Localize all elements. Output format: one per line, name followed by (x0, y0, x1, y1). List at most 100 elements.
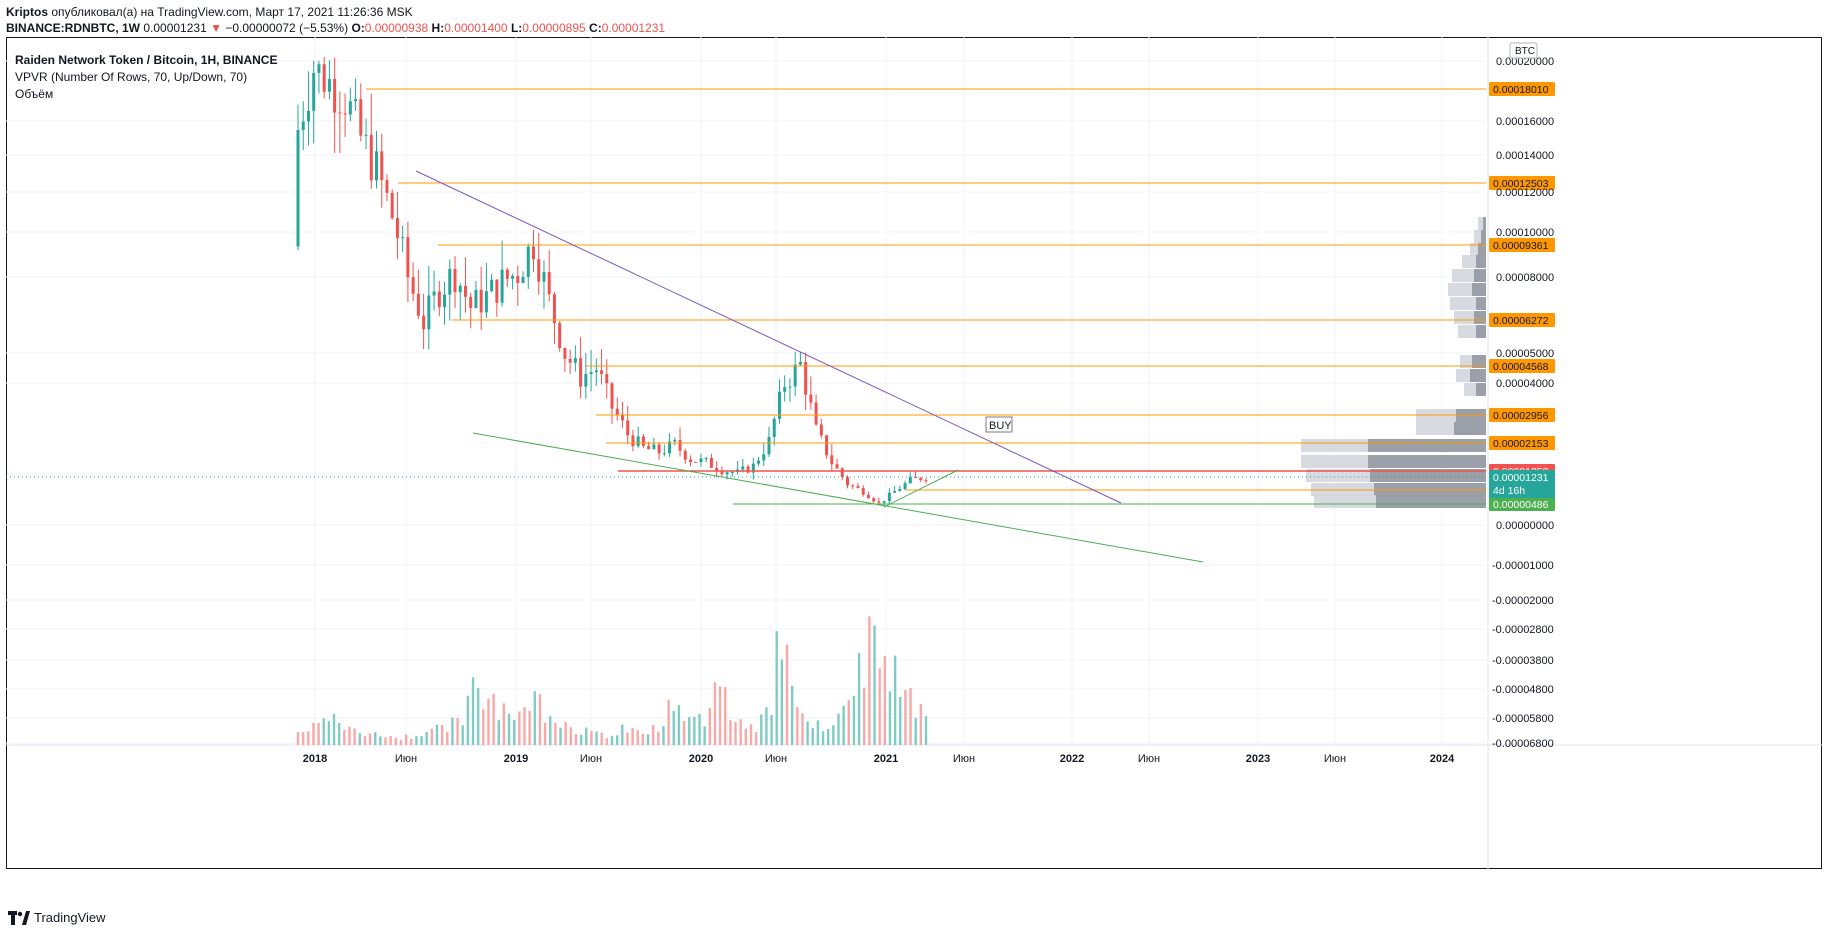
open-value: 0.00000938 (364, 21, 429, 35)
volume-bar (456, 718, 459, 745)
time-tick-label: Июн (765, 753, 787, 765)
footer-brand[interactable]: TradingView (8, 910, 106, 925)
chart-frame (6, 37, 1822, 869)
candle-body (416, 293, 420, 316)
rising-support-line (883, 469, 959, 508)
candle-body (327, 78, 331, 92)
volume-bar (600, 732, 603, 745)
candles (296, 57, 928, 506)
time-tick-label: Июн (395, 753, 417, 765)
volume-bar (533, 691, 536, 745)
candle-body (532, 246, 535, 260)
high-label: H: (431, 21, 445, 35)
candle-body (919, 477, 923, 481)
volume-bar (718, 686, 722, 745)
volume-bar (672, 710, 675, 745)
buy-annotation: BUY (989, 420, 1012, 432)
currency-badge: BTC (1515, 46, 1535, 57)
author-name[interactable]: Kriptos (6, 5, 48, 19)
candle-body (448, 268, 452, 295)
volume-bar (512, 720, 516, 745)
candle-body (668, 441, 672, 454)
candle-body (767, 436, 771, 455)
horizontal-level-label-bg (1489, 497, 1555, 511)
volume-bar (832, 725, 835, 745)
candle-body (495, 279, 499, 303)
current-price-countdown: 4d 16h (1493, 485, 1525, 497)
volume-bar (451, 717, 454, 745)
volume-bar (646, 734, 650, 745)
candle-body (568, 358, 572, 363)
candle-body (777, 391, 781, 419)
candle-body (620, 414, 624, 421)
candle-body (333, 78, 337, 113)
volume-bar (657, 731, 660, 745)
candle-body (385, 180, 389, 193)
volume-bar (852, 695, 856, 745)
volume-bar (337, 722, 341, 745)
horizontal-level-label: 0.00002153 (1493, 438, 1549, 450)
candle-body (804, 361, 808, 395)
candle-body (715, 467, 719, 472)
candle-body (830, 455, 834, 465)
volume-bar (595, 731, 598, 745)
volume-bar (801, 713, 804, 745)
volume-profile-bar-down (1376, 495, 1486, 508)
volume-bar (579, 734, 583, 745)
volume-bar (724, 687, 727, 745)
candle-body (484, 291, 488, 313)
candle-body (741, 466, 745, 470)
horizontal-level-label: 0.00018010 (1493, 84, 1549, 96)
price-tick-label: 0.00014000 (1496, 150, 1554, 162)
horizontal-level-label-bg (1489, 359, 1555, 373)
volume-bar (631, 727, 634, 745)
volume-profile-bar-down (1476, 325, 1486, 338)
volume-bar (610, 735, 614, 745)
volume-bar (909, 687, 912, 745)
candle-body (542, 272, 546, 282)
price-chart[interactable]: 0.00018010 0.00012503 0.00009361 0.00006272… (6, 37, 1822, 869)
candle-body (521, 276, 525, 284)
volume-bar (847, 699, 850, 745)
candle-body (699, 458, 703, 463)
volume-bar (410, 738, 413, 745)
candle-body (835, 464, 839, 469)
volume-profile-bar-down (1481, 230, 1486, 243)
publish-info: Kriptos опубликовал(а) на TradingView.co… (6, 5, 413, 19)
volume-tick-label: -0.00004800 (1492, 684, 1554, 696)
legend-title[interactable]: Raiden Network Token / Bitcoin, 1H, BINA… (15, 53, 278, 67)
candle-body (772, 418, 776, 437)
horizontal-level-label-bg (1489, 408, 1555, 422)
candle-body (615, 408, 619, 415)
volume-bar (785, 644, 789, 745)
candle-body (505, 269, 509, 279)
volume-profile-bar-down (1478, 243, 1486, 256)
volume-bar (868, 616, 871, 745)
candle-body (877, 501, 881, 503)
volume-bar (605, 738, 609, 745)
volume-profile-bar-down (1472, 355, 1486, 368)
legend-indicator[interactable]: VPVR (Number Of Rows, 70, Up/Down, 70) (15, 70, 248, 84)
volume-bar (590, 730, 593, 745)
candle-body (610, 383, 614, 409)
time-tick-label: Июн (953, 753, 975, 765)
volume-bar (873, 625, 876, 745)
candle-body (914, 476, 918, 478)
candle-body (652, 444, 656, 450)
support-trend-line (472, 432, 1204, 563)
symbol-name: BINANCE:RDNBTC, 1W (6, 21, 140, 35)
volume-profile-bar-down (1474, 269, 1486, 282)
candle-body (840, 468, 844, 478)
volume-bar (559, 727, 562, 745)
horizontal-level-label-bg (1489, 176, 1555, 190)
legend-volume[interactable]: Объём (15, 87, 54, 101)
candle-body (458, 285, 462, 293)
downtrend-line (415, 170, 1122, 504)
tradingview-logo-icon (8, 910, 30, 925)
candle-body (537, 259, 541, 282)
horizontal-level-label: 0.00000486 (1493, 499, 1549, 511)
volume-bar (888, 691, 892, 745)
candle-body (354, 99, 358, 102)
volume-bar (811, 728, 814, 745)
candle-body (364, 134, 368, 136)
